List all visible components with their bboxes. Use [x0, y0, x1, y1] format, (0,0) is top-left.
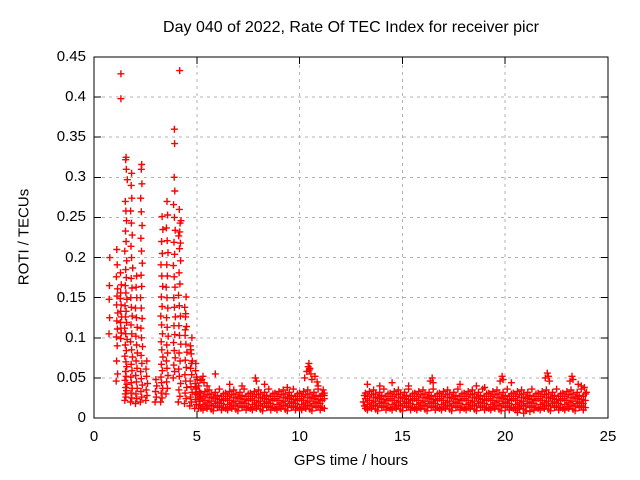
- y-tick-label: 0.25: [56, 208, 86, 226]
- plot-border: [93, 56, 609, 419]
- x-tick-label: 0: [89, 428, 99, 445]
- x-tick-label: 25: [599, 428, 617, 445]
- x-axis-label: GPS time / hours: [293, 452, 409, 469]
- chart-title: Day 040 of 2022, Rate Of TEC Index for r…: [163, 19, 539, 36]
- y-tick-label: 0.15: [56, 288, 86, 306]
- x-tick-label: 10: [291, 428, 308, 445]
- y-tick-label: 0.05: [56, 368, 86, 386]
- y-tick-label: 0.1: [65, 328, 86, 346]
- x-tick-label: 15: [394, 428, 411, 445]
- y-tick-label: 0.3: [65, 168, 86, 186]
- y-tick-label: 0.2: [65, 248, 86, 266]
- scatter-points: [105, 67, 590, 417]
- x-tick-label: 5: [192, 428, 201, 445]
- x-tick-label: 20: [496, 428, 514, 445]
- y-tick-label: 0.45: [56, 48, 86, 65]
- y-tick-label: 0.4: [65, 88, 86, 106]
- y-tick-label: 0: [77, 409, 86, 426]
- y-tick-label: 0.35: [56, 128, 86, 146]
